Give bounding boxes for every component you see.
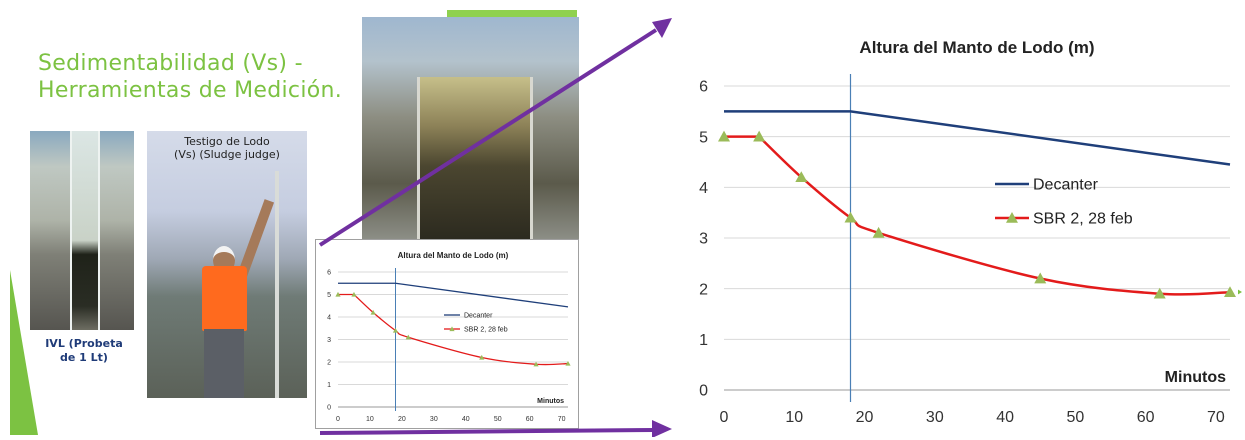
data-point-marker: [1224, 286, 1236, 298]
sampling-rod: [275, 171, 279, 398]
data-point-marker: [844, 211, 857, 223]
x-tick-label: 70: [1207, 409, 1225, 426]
x-tick-label: 40: [462, 416, 470, 423]
sludge-judge-photo: Testigo de Lodo (Vs) (Sludge judge): [147, 131, 307, 398]
worker-legs: [204, 329, 244, 398]
y-tick-label: 4: [699, 180, 708, 197]
data-point-marker: [565, 360, 571, 366]
chart-title: Altura del Manto de Lodo (m): [859, 38, 1094, 57]
y-tick-label: 3: [327, 337, 331, 344]
data-point-marker: [718, 130, 730, 142]
y-tick-label: 0: [327, 404, 331, 411]
data-point-marker: [1153, 287, 1166, 299]
series-line-0: [338, 282, 569, 308]
sampling-tank: [417, 77, 533, 239]
cylinder-photo: [30, 131, 134, 330]
sludge-judge-caption: Testigo de Lodo (Vs) (Sludge judge): [147, 135, 307, 161]
legend-label-0: Decanter: [1033, 177, 1099, 194]
y-tick-label: 6: [327, 269, 331, 276]
data-point-marker: [872, 226, 885, 238]
graduated-cylinder: [70, 131, 100, 330]
y-tick-label: 1: [699, 332, 708, 349]
y-tick-label: 2: [699, 281, 708, 298]
data-point-marker: [1034, 272, 1047, 284]
x-axis-title: Minutos: [537, 398, 564, 405]
pointer-line-top: [318, 28, 658, 247]
x-tick-label: 20: [398, 416, 406, 423]
y-tick-label: 5: [699, 129, 708, 146]
small-chart-frame: Altura del Manto de Lodo (m) 0 1 2 3 4 5 6 0 10 20…: [315, 239, 579, 429]
data-point-marker: [405, 334, 411, 340]
chart-title: Altura del Manto de Lodo (m): [398, 251, 509, 260]
y-tick-label: 3: [699, 231, 708, 248]
x-tick-label: 0: [336, 416, 340, 423]
legend-label-0: Decanter: [464, 312, 493, 319]
slide-title-line1: Sedimentabilidad (Vs) -: [38, 51, 303, 76]
x-tick-label: 50: [494, 416, 502, 423]
y-tick-label: 0: [699, 383, 708, 400]
x-tick-label: 10: [366, 416, 374, 423]
worker-vest: [202, 266, 247, 331]
x-tick-label: 10: [785, 409, 803, 426]
x-tick-label: 20: [856, 409, 874, 426]
data-point-marker: [351, 291, 357, 297]
y-tick-label: 2: [327, 359, 331, 366]
slide-title-line2: Herramientas de Medición.: [38, 78, 343, 103]
sludge-judge-caption-line1: Testigo de Lodo: [184, 135, 270, 148]
cylinder-caption: IVL (Probeta de 1 Lt): [28, 337, 140, 365]
x-tick-label: 60: [1137, 409, 1155, 426]
y-tick-label: 4: [327, 314, 331, 321]
legend-marker-1: [1006, 212, 1018, 223]
cylinder-caption-line2: de 1 Lt): [60, 351, 108, 364]
x-tick-label: 30: [926, 409, 944, 426]
y-tick-label: 5: [327, 292, 331, 299]
slide-title: Sedimentabilidad (Vs) - Herramientas de …: [38, 50, 368, 104]
x-tick-label: 0: [720, 409, 729, 426]
legend-label-1: SBR 2, 28 feb: [1033, 211, 1133, 228]
data-point-marker: [795, 171, 808, 182]
big-chart-frame: Altura del Manto de Lodo (m) 0 1 2 3 4 5 6 0 10 20…: [672, 14, 1238, 435]
legend-marker-1: [449, 326, 455, 332]
y-tick-label: 6: [699, 79, 708, 96]
data-point-marker: [479, 354, 485, 360]
sampling-tank-photo: [362, 17, 579, 239]
series-line-0: [724, 110, 1231, 166]
data-point-marker: [753, 130, 766, 142]
y-tick-label: 1: [327, 382, 331, 389]
x-tick-label: 70: [558, 416, 566, 423]
x-tick-label: 30: [430, 416, 438, 423]
pointer-arrowhead-bottom: [652, 420, 672, 437]
pointer-line-bottom: [319, 428, 655, 435]
x-tick-label: 50: [1066, 409, 1084, 426]
sludge-judge-caption-line2: (Vs) (Sludge judge): [174, 148, 280, 161]
x-axis-title: Minutos: [1165, 369, 1226, 386]
legend-label-1: SBR 2, 28 feb: [464, 326, 508, 333]
data-point-marker: [392, 327, 399, 333]
green-accent-bar: [447, 10, 577, 18]
cylinder-caption-line1: IVL (Probeta: [45, 337, 123, 350]
pointer-arrowhead-top: [652, 18, 672, 38]
data-point-marker: [533, 361, 539, 367]
x-tick-label: 40: [996, 409, 1014, 426]
data-point-marker: [370, 309, 376, 315]
x-tick-label: 60: [526, 416, 534, 423]
data-point-marker: [335, 291, 341, 297]
